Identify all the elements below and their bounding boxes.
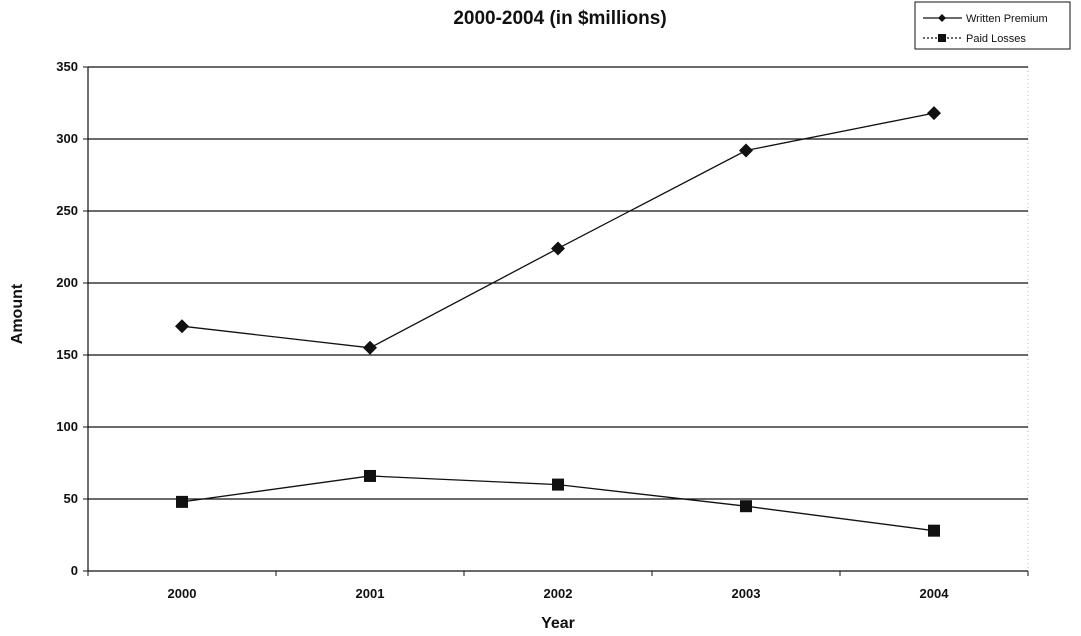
x-tick-label: 2000: [168, 586, 197, 601]
legend-label: Written Premium: [966, 13, 1048, 25]
data-point: [739, 143, 753, 158]
legend: Written Premium Paid Losses: [914, 1, 1071, 50]
data-point: [176, 495, 188, 508]
data-point: [552, 478, 564, 491]
data-point: [175, 319, 189, 334]
gridlines: [88, 66, 1028, 500]
y-tick-label: 50: [64, 491, 78, 506]
y-tick-label: 200: [56, 275, 78, 290]
x-tick-label: 2002: [544, 586, 573, 601]
y-tick-label: 150: [56, 347, 78, 362]
tick-labels: 0 50 100 150 200 250 300 350 2000 2001 2002 2003 200…: [56, 59, 949, 601]
x-axis-title: Year: [541, 615, 575, 632]
legend-marker-square: [938, 34, 946, 42]
chart-title: 2000-2004 (in $millions): [453, 8, 666, 29]
y-tick-label: 350: [56, 59, 78, 74]
legend-marker-diamond: [938, 14, 946, 22]
series-line: [181, 112, 935, 349]
x-tick-label: 2004: [920, 586, 950, 601]
data-point: [928, 524, 940, 537]
y-tick-label: 100: [56, 419, 78, 434]
data-point: [927, 106, 941, 121]
data-point: [364, 469, 376, 482]
data-point: [363, 340, 377, 355]
data-point: [740, 500, 752, 513]
x-tick-label: 2003: [732, 586, 761, 601]
data-point: [551, 241, 565, 256]
series-square: [176, 469, 940, 537]
y-tick-label: 250: [56, 203, 78, 218]
y-tick-label: 0: [71, 563, 78, 578]
x-tick-label: 2001: [356, 586, 385, 601]
y-tick-label: 300: [56, 131, 78, 146]
y-axis-title: Amount: [9, 283, 26, 344]
series: [175, 106, 941, 537]
axes: [83, 66, 1029, 576]
legend-label: Paid Losses: [966, 33, 1026, 45]
series-diamond: [175, 106, 941, 355]
